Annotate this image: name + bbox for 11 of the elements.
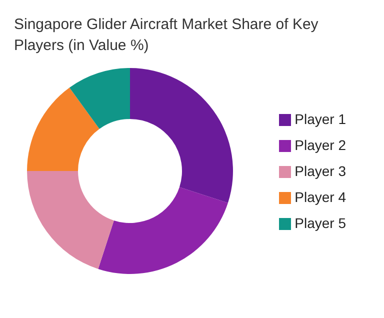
legend-label: Player 1 [294,111,346,127]
legend-label: Player 2 [294,137,346,153]
donut-slice [27,171,114,269]
donut-slice [69,68,130,129]
chart-title: Singapore Glider Aircraft Market Share of Key Players (in Value %) [13,15,320,56]
legend-label: Player 4 [294,189,346,205]
donut-slice [27,88,100,171]
legend-label: Player 3 [294,163,346,179]
legend-label: Player 5 [294,215,346,231]
donut-slice [98,187,228,274]
donut-slice [130,68,233,203]
